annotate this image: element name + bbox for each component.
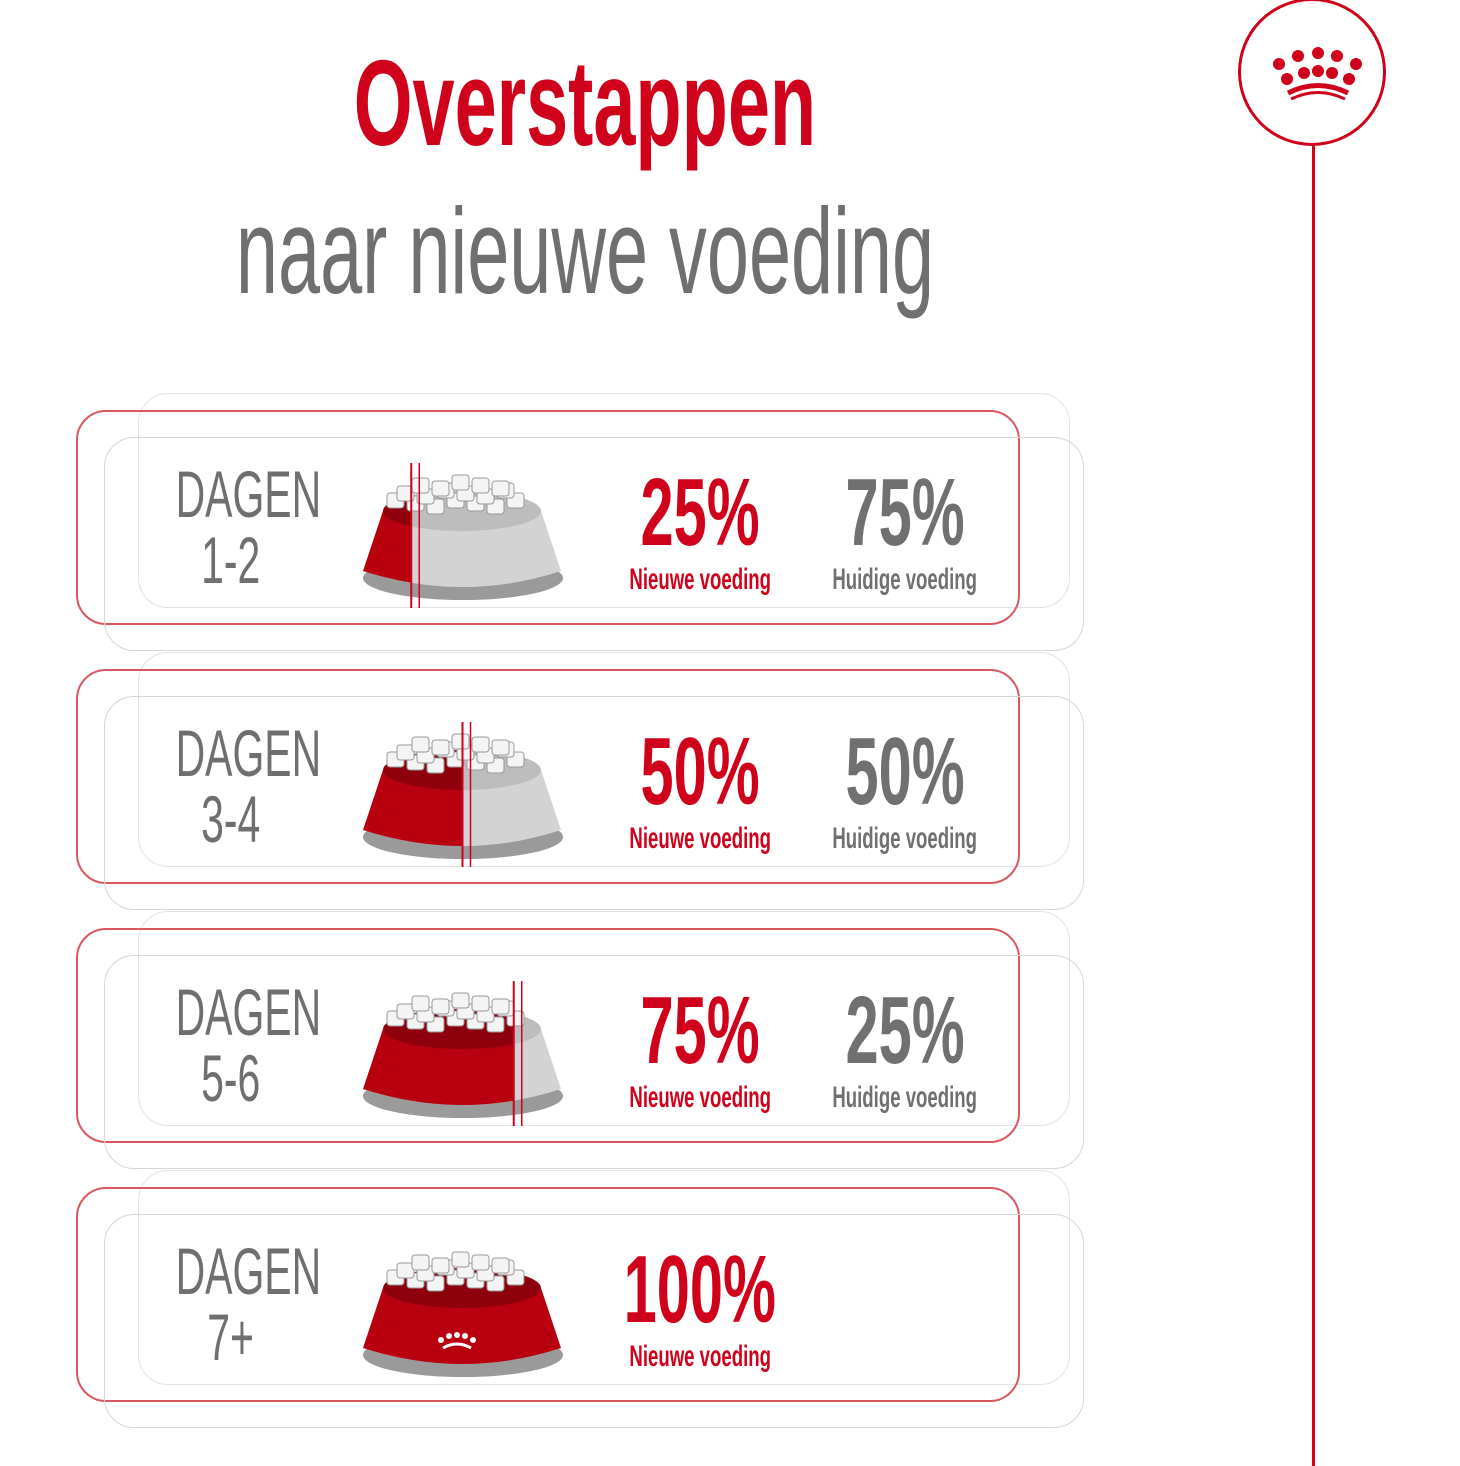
new-food-percent: 100% [623,1236,777,1343]
days-label: DAGEN [175,716,322,790]
days-label: DAGEN [175,457,322,531]
new-food-label: Nieuwe voeding [629,822,771,855]
step-card: DAGEN 1-2 25% Nieuwe voeding 75% Huidige … [0,393,1100,653]
new-food-label: Nieuwe voeding [629,1081,771,1114]
days-range: 1-2 [201,523,261,597]
timeline-line [1312,146,1315,1466]
card-front-frame [104,437,1084,651]
card-red-frame [76,1187,1020,1402]
food-bowl-icon [363,1251,563,1377]
card-back-frame [138,652,1070,867]
new-food-percent: 75% [640,977,760,1084]
card-front-frame [104,696,1084,910]
card-back-frame [138,393,1070,608]
card-front-frame [104,1214,1084,1428]
step-card: DAGEN 7+ 100% Nieuwe voeding [0,1170,1100,1430]
card-back-frame [138,1170,1070,1385]
food-bowl-icon [363,722,563,867]
food-bowl-icon [363,981,563,1126]
current-food-percent: 50% [845,718,965,825]
step-card: DAGEN 5-6 75% Nieuwe voeding 25% Huidige … [0,911,1100,1171]
current-food-percent: 25% [845,977,965,1084]
subtitle: naar nieuwe voeding [235,183,935,319]
current-food-label: Huidige voeding [832,563,978,596]
card-front-frame [104,955,1084,1169]
new-food-percent: 25% [640,459,760,566]
days-label: DAGEN [175,1234,322,1308]
card-red-frame [76,410,1020,625]
new-food-label: Nieuwe voeding [629,563,771,596]
current-food-label: Huidige voeding [832,1081,978,1114]
new-food-label: Nieuwe voeding [629,1340,771,1373]
days-range: 3-4 [201,782,261,856]
current-food-label: Huidige voeding [832,822,978,855]
card-red-frame [76,669,1020,884]
card-red-frame [76,928,1020,1143]
days-range: 5-6 [201,1041,261,1115]
card-back-frame [138,911,1070,1126]
food-bowl-icon [363,463,563,608]
title: Overstappen [353,35,817,171]
step-card: DAGEN 3-4 50% Nieuwe voeding 50% Huidige … [0,652,1100,912]
current-food-percent: 75% [845,459,965,566]
brand-logo [1238,0,1386,146]
new-food-percent: 50% [640,718,760,825]
days-range: 7+ [207,1300,255,1374]
crown-icon [1273,47,1362,101]
days-label: DAGEN [175,975,322,1049]
